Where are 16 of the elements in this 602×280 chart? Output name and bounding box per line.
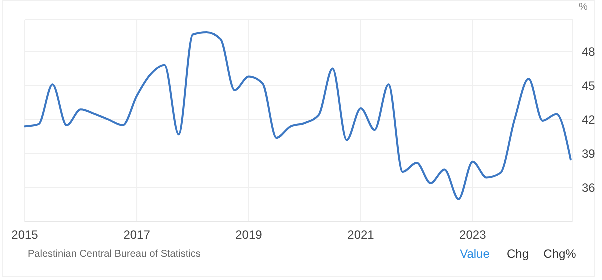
y-tick-label: 39 [582, 146, 596, 161]
y-axis-title: % [579, 2, 588, 13]
x-tick-label: 2019 [236, 228, 263, 242]
y-tick-label: 45 [582, 78, 596, 93]
text: Palestinian Central Bureau of Statistics [28, 249, 201, 260]
y-tick-label: 48 [582, 44, 596, 59]
x-tick-label: 2023 [460, 228, 487, 242]
x-tick-label: 2015 [12, 228, 39, 242]
text: Chg% [544, 247, 577, 261]
y-tick-label: 42 [582, 112, 596, 127]
x-tick-label: 2021 [348, 228, 375, 242]
x-tick-label: 2017 [124, 228, 151, 242]
text: Value [460, 247, 490, 261]
y-tick-label: 36 [582, 180, 596, 195]
text: Chg [506, 247, 530, 261]
line-series [24, 31, 572, 200]
